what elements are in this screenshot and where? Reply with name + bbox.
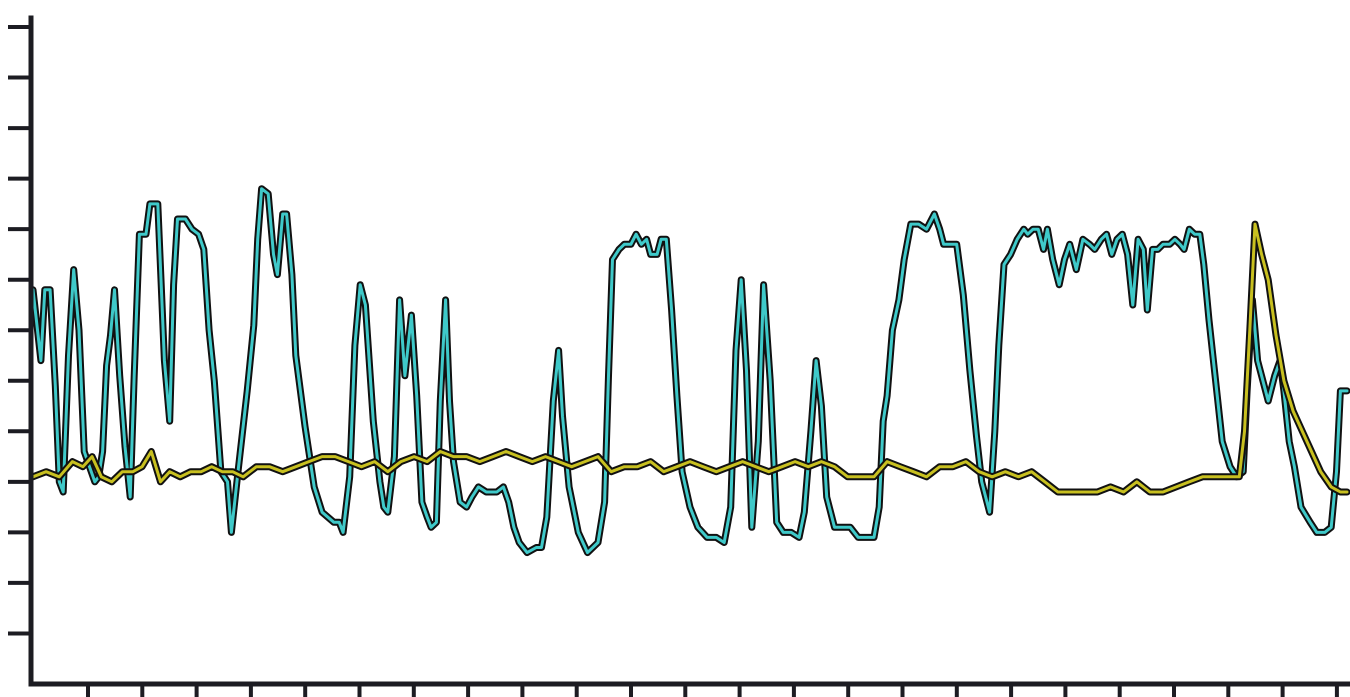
series-2-line [31, 222, 1349, 494]
series-1-line [31, 187, 1349, 555]
y-axis-ticks [8, 25, 31, 636]
series-1 [29, 185, 1350, 557]
x-axis-ticks [86, 684, 1339, 697]
series-layer [29, 185, 1350, 557]
series-2 [29, 220, 1350, 496]
plot-area [8, 15, 1350, 697]
